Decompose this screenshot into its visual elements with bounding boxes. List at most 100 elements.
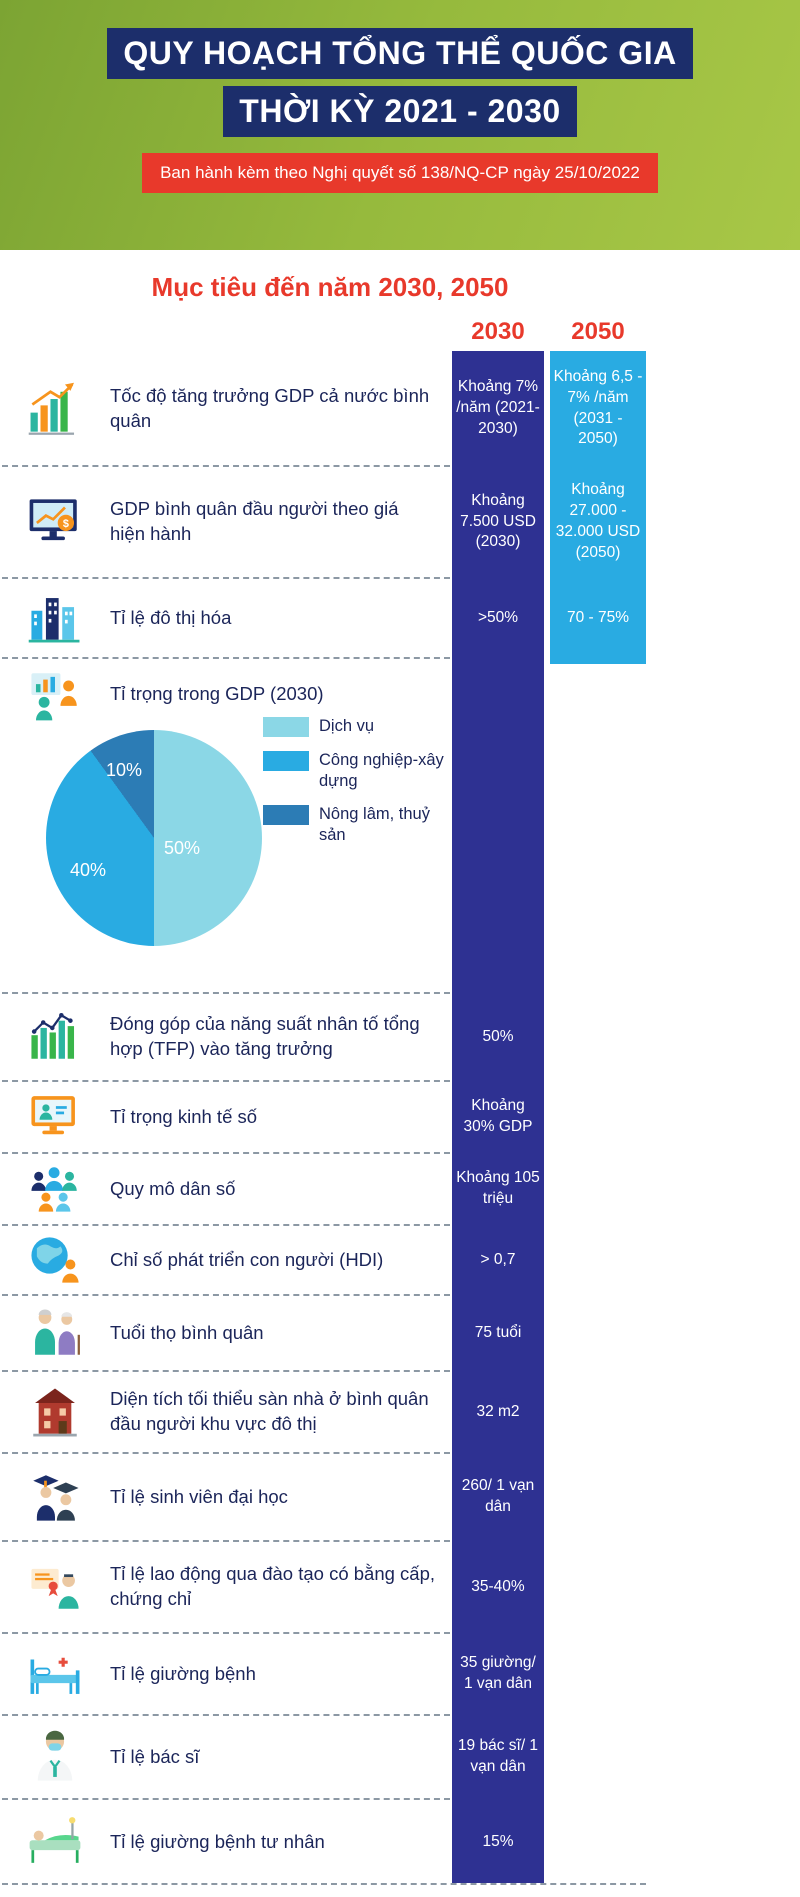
target-row-13: Tỉ lệ giường bệnh 35 giường/ 1 vạn dân xyxy=(0,1632,800,1715)
doctors-icon xyxy=(0,1715,110,1799)
gdp-structure-icon xyxy=(0,658,110,993)
target-row-4: Tỉ trọng trong GDP (2030) Dịch vụ Công ngh… xyxy=(0,657,800,993)
main-title-line2: THỜI KỲ 2021 - 2030 xyxy=(223,85,577,137)
target-row-3: Tỉ lệ đô thị hóa >50% 70 - 75% xyxy=(0,577,800,658)
legend-label: Dịch vụ xyxy=(319,717,375,735)
section-title: Mục tiêu đến năm 2030, 2050 xyxy=(151,272,509,302)
target-label: Tỉ lệ bác sĩ xyxy=(110,1745,200,1767)
value-2030: 19 bác sĩ/ 1 vạn dân xyxy=(457,1737,539,1775)
column-gap xyxy=(544,1153,550,1225)
urban-housing-icon xyxy=(0,1371,110,1453)
value-2030: Khoảng 7% /năm (2021-2030) xyxy=(456,378,540,437)
column-gap xyxy=(544,1633,550,1715)
column-header-2050: 2050 xyxy=(571,318,625,345)
column-2050-band xyxy=(550,351,646,664)
value-2030: 35 giường/ 1 vạn dân xyxy=(460,1654,536,1692)
decree-subtitle-wrap: Ban hành kèm theo Nghị quyết số 138/NQ-C… xyxy=(0,152,800,193)
legend-swatch xyxy=(263,717,309,737)
value-2030: 35-40% xyxy=(471,1577,525,1595)
target-row-12: Tỉ lệ lao động qua đào tạo có bằng cấp, … xyxy=(0,1540,800,1633)
trained-labor-icon xyxy=(0,1541,110,1633)
value-2030: 32 m2 xyxy=(476,1402,520,1420)
target-row-15: Tỉ lệ giường bệnh tư nhân 15% xyxy=(0,1798,800,1885)
target-row-8: Chỉ số phát triển con người (HDI) > 0,7 xyxy=(0,1224,800,1295)
target-label: Tỉ lệ giường bệnh tư nhân xyxy=(110,1830,325,1852)
target-label: Tỉ lệ sinh viên đại học xyxy=(110,1485,288,1507)
legend-label: Công nghiệp-xây dựng xyxy=(319,751,444,790)
column-gap xyxy=(544,993,550,1081)
target-label: Tốc độ tăng trưởng GDP cả nước bình quân xyxy=(110,384,430,431)
target-label: Tỉ trọng trong GDP (2030) xyxy=(110,683,324,704)
gdp-structure-chart: Dịch vụ Công nghiệp-xây dựng Nông lâm, thu… xyxy=(0,710,460,993)
target-row-1: Tốc độ tăng trưởng GDP cả nước bình quân… xyxy=(0,351,800,466)
svg-text:$: $ xyxy=(63,518,69,530)
university-students-icon xyxy=(0,1453,110,1541)
gdp-per-capita-icon: $ xyxy=(0,466,110,578)
hdi-icon xyxy=(0,1225,110,1295)
target-row-6: Tỉ trọng kinh tế số Khoảng 30% GDP xyxy=(0,1080,800,1153)
legend-swatch xyxy=(263,751,309,771)
value-2050: Khoảng 27.000 - 32.000 USD (2050) xyxy=(555,481,641,561)
column-gap xyxy=(544,1715,550,1799)
life-expectancy-icon xyxy=(0,1295,110,1371)
column-gap xyxy=(544,1799,550,1885)
target-label: Tỉ trọng kinh tế số xyxy=(110,1105,258,1127)
urbanization-icon xyxy=(0,578,110,658)
target-row-10: Diện tích tối thiểu sàn nhà ở bình quân … xyxy=(0,1370,800,1453)
value-2050: Khoảng 6,5 - 7% /năm (2031 - 2050) xyxy=(553,367,643,448)
target-label: Tỉ lệ đô thị hóa xyxy=(110,606,232,628)
legend-item: Công nghiệp-xây dựng xyxy=(263,750,455,791)
value-2030: Khoảng 105 triệu xyxy=(456,1169,540,1207)
target-row-5: Đóng góp của năng suất nhân tố tổng hợp … xyxy=(0,992,800,1081)
value-2030 xyxy=(452,658,544,993)
value-2030: > 0,7 xyxy=(480,1250,516,1268)
main-title-line1: QUY HOẠCH TỔNG THỂ QUỐC GIA xyxy=(107,28,693,79)
value-2030: Khoảng 30% GDP xyxy=(463,1097,533,1135)
value-2030: >50% xyxy=(477,608,519,626)
target-label: Quy mô dân số xyxy=(110,1177,236,1199)
value-2030: 15% xyxy=(482,1832,514,1850)
decree-subtitle: Ban hành kèm theo Nghị quyết số 138/NQ-C… xyxy=(142,152,658,193)
column-gap xyxy=(544,1371,550,1453)
column-gap xyxy=(544,1225,550,1295)
value-2030: Khoảng 7.500 USD (2030) xyxy=(460,491,536,551)
targets-table: Tốc độ tăng trưởng GDP cả nước bình quân… xyxy=(0,351,800,1885)
value-2030: 75 tuổi xyxy=(474,1323,522,1341)
legend-item: Dịch vụ xyxy=(263,716,455,737)
target-label: Tỉ lệ giường bệnh xyxy=(110,1662,256,1684)
target-row-7: Quy mô dân số Khoảng 105 triệu xyxy=(0,1152,800,1225)
private-hospital-beds-icon xyxy=(0,1799,110,1885)
column-gap xyxy=(544,1453,550,1541)
main-title: QUY HOẠCH TỔNG THỂ QUỐC GIA xyxy=(0,28,800,79)
value-2030: 50% xyxy=(482,1027,514,1045)
hospital-beds-icon xyxy=(0,1633,110,1715)
target-label: Diện tích tối thiểu sàn nhà ở bình quân … xyxy=(110,1388,429,1434)
column-header-2030: 2030 xyxy=(471,318,525,345)
target-row-2: $ GDP bình quân đầu người theo giá hiện h… xyxy=(0,465,800,578)
legend-item: Nông lâm, thuỷ sản xyxy=(263,804,455,845)
pie-chart: 50% 40% 10% xyxy=(46,730,262,946)
column-gap xyxy=(544,1081,550,1153)
pie-slice-label: 50% xyxy=(164,838,201,858)
target-row-9: Tuổi thọ bình quân 75 tuổi xyxy=(0,1294,800,1371)
digital-economy-icon xyxy=(0,1081,110,1153)
legend-label: Nông lâm, thuỷ sản xyxy=(319,805,430,844)
target-label: Tỉ lệ lao động qua đào tạo có bằng cấp, … xyxy=(110,1563,436,1609)
column-gap xyxy=(544,1541,550,1633)
column-2030-band xyxy=(452,351,544,1883)
population-icon xyxy=(0,1153,110,1225)
target-label: Tuổi thọ bình quân xyxy=(110,1321,264,1343)
column-gap xyxy=(544,658,550,993)
target-label: GDP bình quân đầu người theo giá hiện hà… xyxy=(110,498,399,544)
value-2050: 70 - 75% xyxy=(566,608,630,626)
value-2030: 260/ 1 vạn dân xyxy=(461,1477,535,1515)
pie-legend: Dịch vụ Công nghiệp-xây dựng Nông lâm, thu… xyxy=(263,716,455,846)
pie-slice-label: 10% xyxy=(106,760,143,780)
pie-slice-label: 40% xyxy=(70,860,107,880)
header-banner: QUY HOẠCH TỔNG THỂ QUỐC GIA THỜI KỲ 2021… xyxy=(0,0,800,250)
target-label: Đóng góp của năng suất nhân tố tổng hợp … xyxy=(110,1013,420,1059)
tfp-icon xyxy=(0,993,110,1081)
target-label: Chỉ số phát triển con người (HDI) xyxy=(110,1248,384,1270)
target-row-14: Tỉ lệ bác sĩ 19 bác sĩ/ 1 vạn dân xyxy=(0,1714,800,1799)
